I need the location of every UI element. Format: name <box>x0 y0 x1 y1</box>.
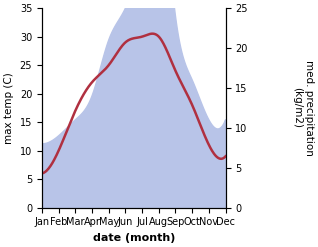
Y-axis label: max temp (C): max temp (C) <box>4 72 14 144</box>
Y-axis label: med. precipitation
(kg/m2): med. precipitation (kg/m2) <box>292 60 314 156</box>
X-axis label: date (month): date (month) <box>93 233 175 243</box>
